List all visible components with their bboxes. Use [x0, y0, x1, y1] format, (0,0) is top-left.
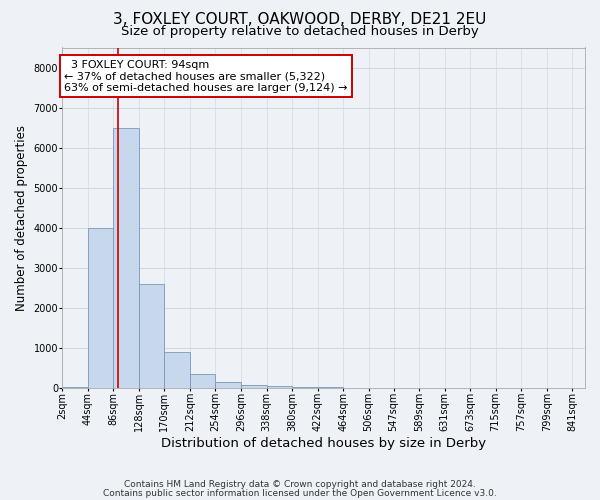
Text: Size of property relative to detached houses in Derby: Size of property relative to detached ho… — [121, 25, 479, 38]
Text: 3, FOXLEY COURT, OAKWOOD, DERBY, DE21 2EU: 3, FOXLEY COURT, OAKWOOD, DERBY, DE21 2E… — [113, 12, 487, 28]
Bar — [164, 352, 190, 388]
Bar — [266, 386, 292, 388]
Bar — [62, 387, 88, 388]
X-axis label: Distribution of detached houses by size in Derby: Distribution of detached houses by size … — [161, 437, 486, 450]
Bar — [139, 284, 164, 388]
Text: Contains HM Land Registry data © Crown copyright and database right 2024.: Contains HM Land Registry data © Crown c… — [124, 480, 476, 489]
Bar — [241, 385, 266, 388]
Text: Contains public sector information licensed under the Open Government Licence v3: Contains public sector information licen… — [103, 489, 497, 498]
Bar — [113, 128, 139, 388]
Bar — [292, 387, 317, 388]
Bar — [88, 228, 113, 388]
Bar — [215, 382, 241, 388]
Y-axis label: Number of detached properties: Number of detached properties — [15, 124, 28, 310]
Bar — [190, 374, 215, 388]
Text: 3 FOXLEY COURT: 94sqm
← 37% of detached houses are smaller (5,322)
63% of semi-d: 3 FOXLEY COURT: 94sqm ← 37% of detached … — [64, 60, 347, 92]
